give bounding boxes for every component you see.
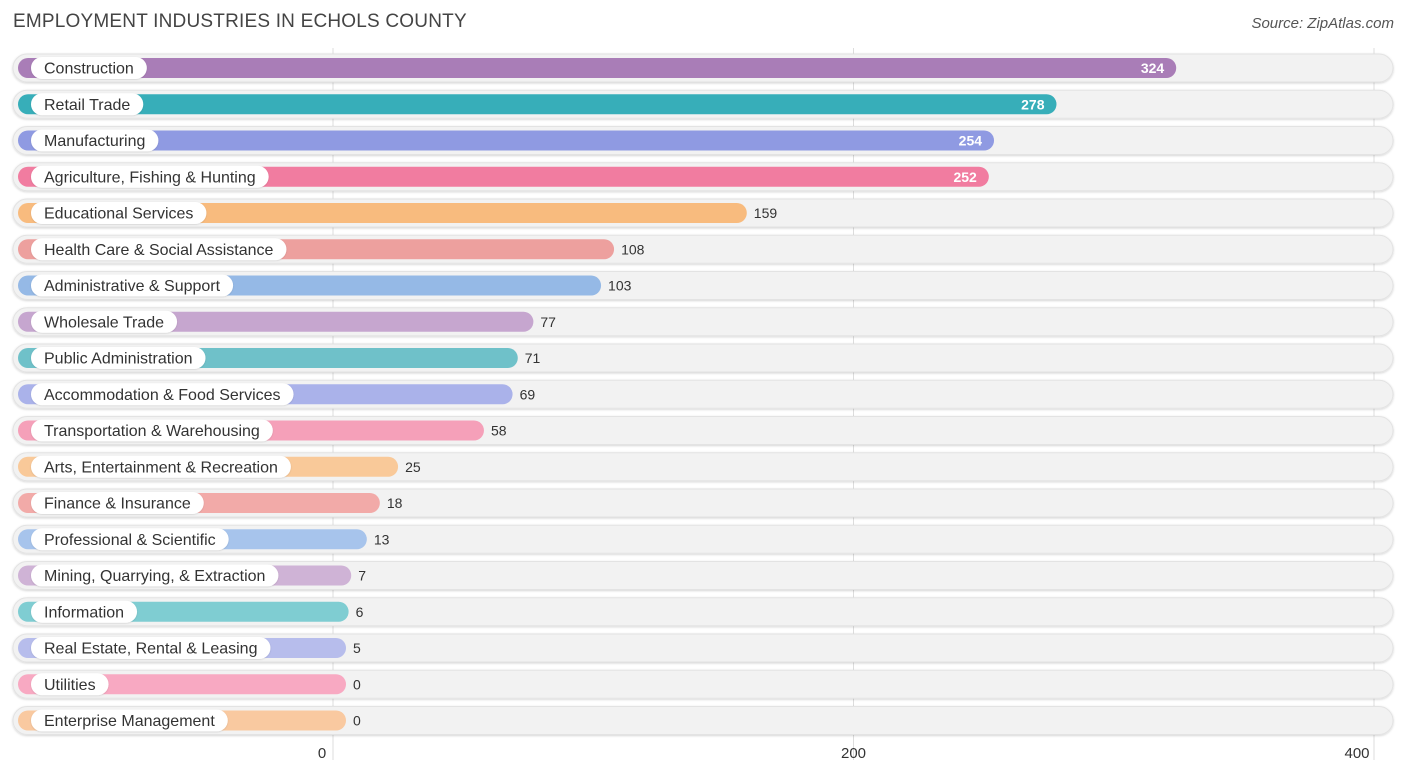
category-label-bg [31,419,273,442]
value-label: 18 [387,495,403,511]
bar-row: Administrative & Support 103 [12,271,1394,300]
category-label-bg [31,202,207,224]
bar-row: Mining, Quarrying, & Extraction 7 [12,561,1394,590]
category-label-bg [31,129,159,152]
category-label: Information [44,604,124,621]
category-label: Retail Trade [44,97,130,114]
bar-rows: Construction 324 Retail Trade 278 Manufactur… [12,53,1394,735]
bar-row: Retail Trade 278 [12,89,1394,119]
bar-row: Transportation & Warehousing 58 [12,416,1394,445]
bar [18,58,1177,78]
bar-row: Finance & Insurance 18 [12,488,1394,518]
category-label-bg [31,93,144,116]
category-label: Accommodation & Food Services [44,387,281,404]
bar-track [12,561,1394,590]
bar-row: Professional & Scientific 13 [12,524,1394,554]
category-label-bg [31,528,229,551]
value-label: 7 [358,568,366,584]
tick-label: 0 [318,745,326,762]
category-label: Enterprise Management [44,713,215,730]
category-label: Administrative & Support [44,278,221,295]
category-label: Mining, Quarrying, & Extraction [44,568,265,585]
value-label: 254 [959,133,983,149]
bar-row: Information 6 [12,597,1394,627]
category-label: Transportation & Warehousing [44,423,260,440]
value-label: 77 [540,314,556,330]
bar-track [12,633,1394,663]
category-label-bg [31,637,271,659]
tick-label: 400 [1344,745,1369,762]
bar-row: Wholesale Trade 77 [12,307,1394,337]
bar-track [12,597,1394,627]
bar-row: Arts, Entertainment & Recreation 25 [12,452,1394,482]
category-label: Public Administration [44,351,193,368]
bar-track [12,669,1394,699]
value-label: 58 [491,423,507,439]
bar-row: Manufacturing 254 [12,126,1394,155]
value-label: 69 [520,386,536,402]
value-label: 13 [374,531,390,547]
bar-row: Educational Services 159 [12,198,1394,228]
category-label: Health Care & Social Assistance [44,242,274,259]
category-label-bg [31,57,147,79]
chart-source: Source: ZipAtlas.com [1251,15,1394,32]
value-label: 159 [754,205,778,221]
category-label: Wholesale Trade [44,314,164,331]
value-label: 71 [525,350,541,366]
category-label: Finance & Insurance [44,496,191,513]
bar-row: Accommodation & Food Services 69 [12,379,1394,409]
value-label: 103 [608,278,632,294]
value-label: 252 [953,169,977,185]
value-label: 108 [621,241,645,257]
category-label-bg [31,673,109,696]
bar-row: Agriculture, Fishing & Hunting 252 [12,162,1394,192]
bar-row: Health Care & Social Assistance 108 [12,234,1394,264]
category-label: Manufacturing [44,133,145,150]
category-label: Agriculture, Fishing & Hunting [44,169,256,186]
value-label: 0 [353,713,361,729]
value-label: 25 [405,459,421,475]
bar-row: Construction 324 [12,53,1394,83]
category-label-bg [31,347,206,369]
bar-row: Real Estate, Rental & Leasing 5 [12,633,1394,663]
category-label-bg [31,165,269,188]
bar-row: Utilities 0 [12,669,1394,699]
bar [18,94,1057,115]
category-label-bg [31,274,234,297]
bar-row: Public Administration 71 [12,343,1394,373]
category-label-bg [31,492,204,514]
bar-row: Enterprise Management 0 [12,706,1394,735]
tick-label: 200 [841,745,866,762]
category-label: Arts, Entertainment & Recreation [44,459,278,476]
value-label: 324 [1141,60,1165,76]
bar [18,130,995,151]
category-label: Construction [44,61,134,78]
category-label-bg [31,238,287,261]
category-label-bg [31,383,294,406]
category-label: Educational Services [44,206,193,223]
chart-title: EMPLOYMENT INDUSTRIES IN ECHOLS COUNTY [13,11,467,32]
category-label-bg [31,455,291,478]
category-label: Professional & Scientific [44,532,216,549]
value-label: 5 [353,640,361,656]
x-axis-ticks: 0 200 400 [318,745,1370,762]
value-label: 6 [356,604,364,620]
category-label-bg [31,564,279,587]
category-label-bg [31,310,178,333]
category-label: Real Estate, Rental & Leasing [44,641,257,658]
bar-track [12,706,1394,735]
category-label-bg [31,709,228,732]
category-label-bg [31,600,138,623]
value-label: 278 [1021,96,1045,112]
value-label: 0 [353,676,361,692]
category-label: Utilities [44,677,96,694]
